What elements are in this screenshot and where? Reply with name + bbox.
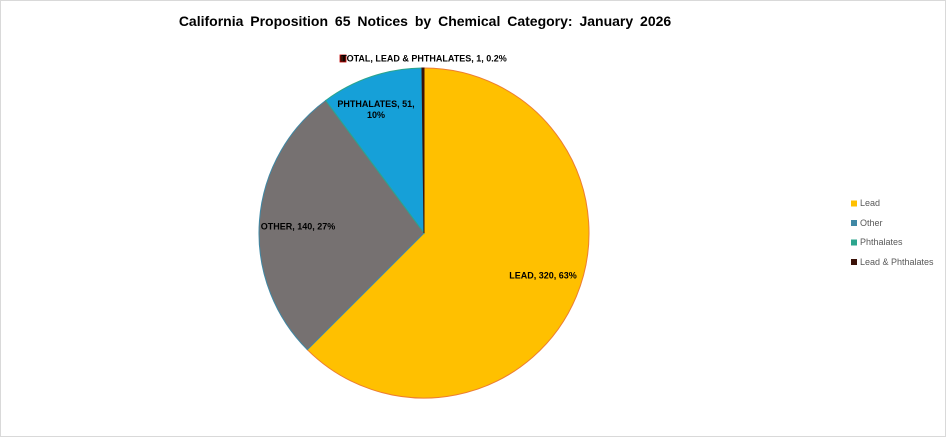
legend-label: Lead & Phthalates: [860, 256, 934, 267]
data-label: PHTHALATES, 51, 10%: [337, 99, 415, 120]
pie-slice: [306, 67, 590, 399]
legend-marker: [851, 200, 857, 207]
legend-label: Phthalates: [860, 237, 903, 247]
data-label: LEAD, 320, 63%: [509, 270, 577, 281]
legend-label: Other: [860, 217, 883, 228]
legend-marker: [851, 259, 857, 265]
pie-slice: [325, 67, 425, 235]
legend-marker: [851, 220, 857, 226]
label-key: [339, 54, 347, 63]
pie-slice: [421, 67, 425, 234]
legend-marker: [851, 239, 857, 246]
pie-slice: [258, 99, 425, 351]
chart-title: California Proposition 65 Notices by Che…: [178, 13, 672, 29]
data-label: OTHER, 140, 27%: [260, 221, 336, 232]
data-label: TOTAL, LEAD & PHTHALATES, 1, 0.2%: [341, 53, 507, 64]
legend-label: Lead: [860, 198, 881, 208]
